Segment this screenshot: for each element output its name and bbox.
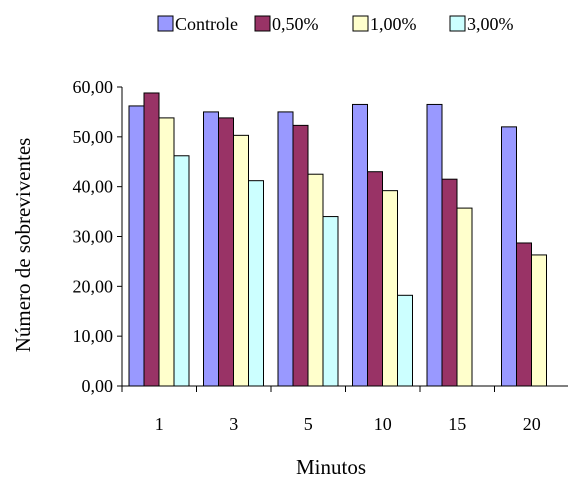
y-tick-label: 0,00 [82, 376, 114, 396]
y-tick-label: 20,00 [73, 276, 114, 296]
bar-0-50--5 [292, 124, 309, 387]
bar-3-00--3 [248, 180, 264, 387]
legend-swatch [157, 15, 174, 32]
bar-1-00--20 [531, 254, 547, 387]
bar-controle-3 [203, 111, 219, 387]
bar-1-00--1 [158, 117, 175, 387]
y-axis: 0,00 10,00 20,00 30,00 40,00 50,00 60,00 [73, 77, 123, 396]
bar-0-50--1 [143, 92, 160, 387]
legend-swatch [352, 15, 369, 32]
bar-0-50--20 [516, 242, 532, 387]
x-tick-label: 3 [229, 414, 238, 434]
bar-1-00--10 [382, 190, 398, 387]
y-tick-label: 30,00 [73, 227, 114, 247]
bar-controle-5 [277, 111, 294, 387]
legend-swatch [254, 15, 271, 32]
legend-label: 3,00% [467, 14, 514, 34]
y-axis-label: Número de sobreviventes [11, 138, 35, 353]
bar-3-00--1 [173, 155, 190, 387]
bar-0-50--15 [441, 178, 458, 387]
legend-label: 1,00% [370, 14, 417, 34]
x-tick-label: 5 [304, 414, 313, 434]
legend-swatch [449, 15, 466, 32]
x-axis-label: Minutos [296, 455, 366, 479]
bar-controle-1 [128, 105, 145, 387]
bar-1-00--3 [233, 134, 249, 387]
plot-area [128, 92, 547, 387]
x-tick-label: 1 [155, 414, 164, 434]
x-tick-label: 10 [374, 414, 392, 434]
x-tick-label: 15 [448, 414, 466, 434]
legend-label: 0,50% [272, 14, 319, 34]
bar-0-50--10 [367, 171, 383, 387]
bar-controle-15 [426, 103, 443, 387]
bar-0-50--3 [218, 117, 234, 387]
bar-controle-20 [501, 126, 517, 387]
bar-1-00--5 [307, 173, 324, 387]
x-axis: 1 3 5 10 15 20 [121, 385, 568, 434]
legend-label: Controle [175, 14, 238, 34]
legend: Controle 0,50% 1,00% 3,00% [157, 14, 514, 34]
y-tick-label: 50,00 [73, 127, 114, 147]
x-tick-label: 20 [523, 414, 541, 434]
bar-3-00--10 [397, 294, 413, 387]
bar-3-00--5 [322, 216, 339, 387]
y-tick-label: 10,00 [73, 326, 114, 346]
y-tick-label: 60,00 [73, 77, 114, 97]
y-tick-label: 40,00 [73, 177, 114, 197]
bar-1-00--15 [456, 207, 473, 387]
bar-controle-10 [352, 103, 368, 387]
